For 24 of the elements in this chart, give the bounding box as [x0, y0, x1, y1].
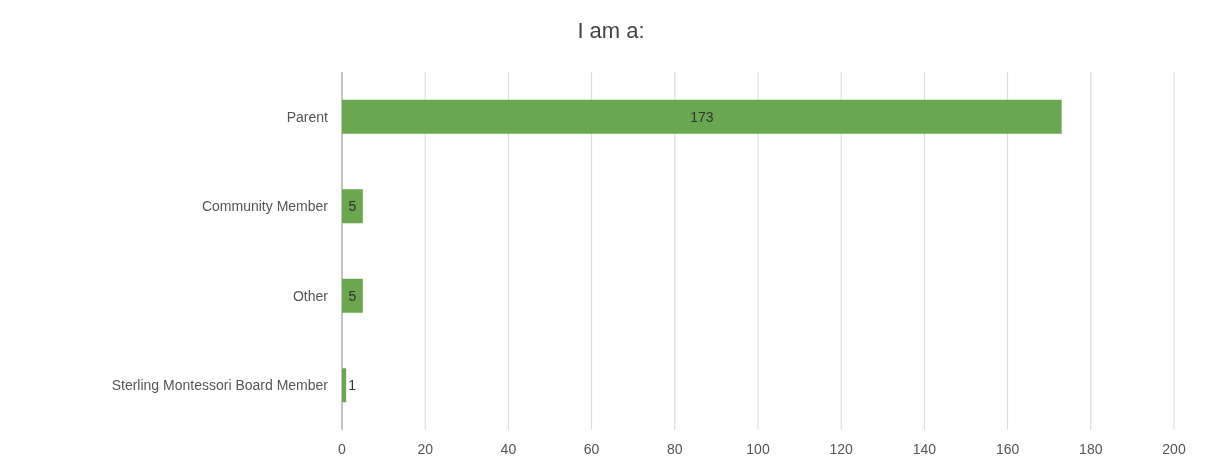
- y-tick-label: Community Member: [201, 198, 329, 215]
- x-tick-label: 0: [338, 441, 347, 457]
- bar: [342, 278, 363, 313]
- x-tick-label: 60: [583, 441, 600, 457]
- bar: [342, 189, 363, 224]
- y-tick-label: Sterling Montessori Board Member: [111, 377, 329, 394]
- x-tick-label: 120: [829, 441, 854, 457]
- data-label: 5: [348, 287, 357, 304]
- x-tick-label: 40: [500, 441, 517, 457]
- x-tick-label: 20: [417, 441, 434, 457]
- x-tick-label: 160: [995, 441, 1020, 457]
- data-label: 1: [348, 377, 357, 394]
- y-tick-label: Other: [292, 287, 329, 304]
- x-tick-label: 80: [667, 441, 683, 457]
- x-tick-label: 140: [912, 441, 937, 457]
- x-tick-label: 100: [746, 441, 770, 457]
- y-tick-label: Parent: [286, 108, 329, 125]
- data-label: 173: [690, 108, 714, 125]
- data-label: 5: [348, 198, 357, 215]
- x-tick-label: 180: [1079, 441, 1103, 457]
- chart-title: I am a:: [577, 18, 645, 43]
- bar: [342, 368, 347, 403]
- x-tick-label: 200: [1162, 441, 1186, 457]
- bar: [342, 99, 1062, 134]
